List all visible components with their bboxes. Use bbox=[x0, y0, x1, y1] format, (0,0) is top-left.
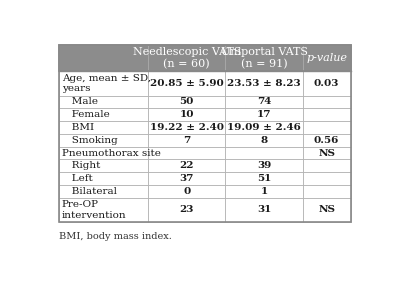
Text: Age, mean ± SD,
years: Age, mean ± SD, years bbox=[62, 74, 151, 93]
Bar bbox=[303, 108, 351, 121]
Bar bbox=[303, 172, 351, 185]
Text: BMI, body mass index.: BMI, body mass index. bbox=[59, 232, 172, 241]
Bar bbox=[303, 45, 351, 71]
Bar bbox=[59, 108, 148, 121]
Bar bbox=[59, 45, 148, 71]
Bar bbox=[225, 71, 303, 96]
Bar bbox=[303, 121, 351, 134]
Bar bbox=[303, 96, 351, 108]
Text: 22: 22 bbox=[180, 161, 194, 170]
Text: 39: 39 bbox=[257, 161, 271, 170]
Text: 51: 51 bbox=[257, 174, 271, 183]
Bar bbox=[225, 45, 303, 71]
Text: 20.85 ± 5.90: 20.85 ± 5.90 bbox=[150, 79, 224, 88]
Text: Bilateral: Bilateral bbox=[62, 187, 117, 196]
Text: NS: NS bbox=[318, 205, 335, 214]
Text: 31: 31 bbox=[257, 205, 271, 214]
Bar bbox=[225, 172, 303, 185]
Bar bbox=[148, 159, 225, 172]
Bar bbox=[303, 185, 351, 198]
Bar bbox=[59, 198, 148, 222]
Text: 23.53 ± 8.23: 23.53 ± 8.23 bbox=[227, 79, 301, 88]
Bar bbox=[303, 147, 351, 159]
Bar bbox=[303, 134, 351, 147]
Text: Pneumothorax site: Pneumothorax site bbox=[62, 149, 161, 158]
Bar bbox=[148, 121, 225, 134]
Text: Female: Female bbox=[62, 110, 110, 119]
Bar bbox=[148, 198, 225, 222]
Bar bbox=[148, 71, 225, 96]
Bar bbox=[59, 159, 148, 172]
Bar bbox=[148, 45, 225, 71]
Bar bbox=[148, 147, 225, 159]
Bar bbox=[225, 198, 303, 222]
Text: Uniportal VATS
(n = 91): Uniportal VATS (n = 91) bbox=[220, 47, 308, 69]
Text: 74: 74 bbox=[257, 98, 271, 106]
Bar bbox=[59, 45, 351, 71]
Bar bbox=[303, 159, 351, 172]
Text: Smoking: Smoking bbox=[62, 136, 118, 145]
Bar bbox=[303, 198, 351, 222]
Text: NS: NS bbox=[318, 149, 335, 158]
Bar bbox=[59, 134, 148, 147]
Bar bbox=[225, 134, 303, 147]
Bar bbox=[59, 147, 148, 159]
Bar bbox=[225, 96, 303, 108]
Bar bbox=[59, 121, 148, 134]
Text: 19.09 ± 2.46: 19.09 ± 2.46 bbox=[227, 123, 301, 132]
Text: 19.22 ± 2.40: 19.22 ± 2.40 bbox=[150, 123, 224, 132]
Bar bbox=[59, 71, 148, 96]
Text: 50: 50 bbox=[180, 98, 194, 106]
Bar bbox=[225, 147, 303, 159]
Bar bbox=[225, 108, 303, 121]
Bar bbox=[148, 96, 225, 108]
Text: Needlescopic VATS
(n = 60): Needlescopic VATS (n = 60) bbox=[132, 47, 241, 69]
Text: Left: Left bbox=[62, 174, 92, 183]
Bar bbox=[225, 185, 303, 198]
Text: 1: 1 bbox=[260, 187, 268, 196]
Text: 8: 8 bbox=[260, 136, 268, 145]
Text: Male: Male bbox=[62, 98, 98, 106]
Text: 7: 7 bbox=[183, 136, 190, 145]
Text: 37: 37 bbox=[180, 174, 194, 183]
Text: 10: 10 bbox=[180, 110, 194, 119]
Bar bbox=[59, 45, 351, 222]
Text: p-value: p-value bbox=[306, 53, 347, 63]
Bar bbox=[59, 172, 148, 185]
Bar bbox=[225, 159, 303, 172]
Bar bbox=[59, 185, 148, 198]
Bar bbox=[148, 172, 225, 185]
Text: 0.56: 0.56 bbox=[314, 136, 339, 145]
Text: 0: 0 bbox=[183, 187, 190, 196]
Text: 17: 17 bbox=[257, 110, 271, 119]
Bar bbox=[148, 185, 225, 198]
Text: Pre-OP
intervention: Pre-OP intervention bbox=[62, 200, 126, 219]
Bar bbox=[148, 134, 225, 147]
Bar bbox=[225, 121, 303, 134]
Text: BMI: BMI bbox=[62, 123, 94, 132]
Bar bbox=[148, 108, 225, 121]
Text: 0.03: 0.03 bbox=[314, 79, 339, 88]
Text: Right: Right bbox=[62, 161, 100, 170]
Bar bbox=[59, 96, 148, 108]
Text: 23: 23 bbox=[180, 205, 194, 214]
Bar bbox=[303, 71, 351, 96]
